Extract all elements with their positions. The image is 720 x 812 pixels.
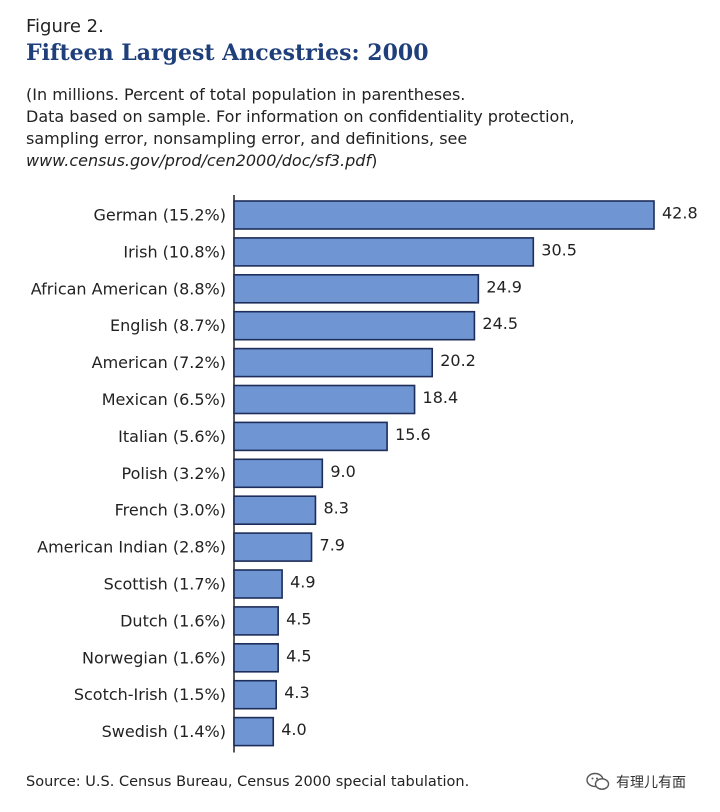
value-label: 4.0 [281, 720, 306, 739]
bar [233, 606, 279, 636]
category-label: Norwegian (1.6%) [82, 648, 226, 667]
category-label: African American (8.8%) [31, 279, 226, 298]
category-label: Italian (5.6%) [118, 427, 226, 446]
category-label: Scottish (1.7%) [104, 575, 226, 594]
category-label: Polish (3.2%) [122, 464, 226, 483]
subtitle-close-paren: ) [371, 151, 378, 170]
value-label: 4.5 [286, 646, 311, 665]
watermark-text: 有理儿有面 [616, 775, 686, 791]
category-label: English (8.7%) [110, 316, 226, 335]
category-label: French (3.0%) [115, 501, 226, 520]
category-label: Scotch-Irish (1.5%) [74, 685, 226, 704]
subtitle-line: sampling error, nonsampling error, and d… [26, 129, 468, 148]
bar [233, 458, 324, 489]
value-label: 24.5 [482, 314, 518, 333]
subtitle-line: (In millions. Percent of total populatio… [26, 85, 466, 104]
category-label: Mexican (6.5%) [102, 390, 226, 409]
value-label: 4.3 [284, 683, 309, 702]
value-label: 20.2 [440, 351, 476, 370]
watermark: 有理儿有面 [586, 772, 686, 792]
category-label: American (7.2%) [92, 353, 226, 372]
bar [233, 679, 277, 710]
source-note: Source: U.S. Census Bureau, Census 2000 … [26, 774, 470, 790]
subtitle-line: Data based on sample. For information on… [26, 107, 575, 126]
bar [233, 495, 317, 526]
value-label: 42.8 [662, 204, 698, 223]
bar [233, 421, 388, 452]
category-label: Dutch (1.6%) [120, 611, 226, 630]
bar [233, 532, 313, 562]
bar [233, 716, 275, 747]
chart-title: Fifteen Largest Ancestries: 2000 [26, 40, 429, 66]
bar [233, 384, 416, 415]
category-label: Swedish (1.4%) [102, 722, 226, 741]
category-label: Irish (10.8%) [123, 242, 226, 261]
bar [233, 347, 434, 378]
value-label: 4.9 [290, 573, 315, 592]
category-label: German (15.2%) [94, 206, 226, 225]
subtitle-url: www.census.gov/prod/cen2000/doc/sf3.pdf [26, 151, 372, 170]
value-label: 15.6 [395, 425, 431, 444]
value-label: 7.9 [320, 536, 345, 555]
value-label: 8.3 [323, 499, 348, 518]
subtitle-url-line: www.census.gov/prod/cen2000/doc/sf3.pdf) [26, 150, 696, 172]
value-label: 18.4 [423, 388, 459, 407]
value-label: 4.5 [286, 609, 311, 628]
bar [233, 310, 476, 341]
bar [233, 569, 283, 599]
value-label: 30.5 [541, 240, 577, 259]
chart-subtitle: (In millions. Percent of total populatio… [26, 84, 696, 172]
bar [233, 237, 535, 267]
value-label: 9.0 [330, 462, 355, 481]
bar [233, 200, 655, 230]
value-label: 24.9 [486, 277, 522, 296]
bar [233, 642, 279, 673]
bar [233, 273, 480, 304]
figure-label: Figure 2. [26, 16, 104, 37]
category-label: American Indian (2.8%) [37, 538, 226, 557]
wechat-bubble-icon [586, 772, 610, 792]
